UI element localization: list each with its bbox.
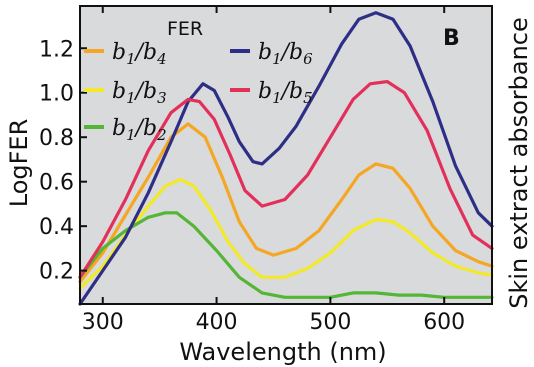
- legend-title: FER: [167, 18, 203, 40]
- y-axis: 0.2 0.4 0.6 0.8 1.0 1.2: [39, 37, 87, 285]
- x-tick-label: 400: [196, 310, 238, 335]
- series-line-b1-b6: [78, 11, 494, 306]
- panel-label: B: [443, 26, 460, 51]
- series-lines: [78, 11, 494, 306]
- series-line-b1-b3: [78, 177, 494, 290]
- y-tick-label: 0.8: [39, 126, 74, 151]
- plot-frame: [79, 5, 493, 305]
- legend-item-b1-b4: b1/b4: [84, 40, 167, 68]
- legend-item-b1-b3: b1/b3: [84, 79, 167, 107]
- legend-item-b1-b2: b1/b2: [84, 116, 167, 144]
- plot-area: [80, 6, 492, 304]
- y-tick-label: 0.4: [39, 215, 74, 240]
- y-tick-label: 0.2: [39, 260, 74, 285]
- legend-label: b1/b3: [112, 79, 167, 107]
- y-tick-label: 1.2: [39, 37, 74, 62]
- legend-label: b1/b6: [258, 40, 313, 68]
- x-tick-label: 300: [82, 310, 124, 335]
- x-tick-label: 500: [309, 310, 351, 335]
- series-line-b1-b5: [78, 80, 494, 279]
- x-axis: 300 400 500 600: [82, 6, 465, 335]
- legend-item-b1-b6: b1/b6: [230, 40, 313, 68]
- legend-label: b1/b5: [258, 79, 313, 107]
- legend: b1/b4 b1/b3 b1/b2 b1/b6 b1/b5: [84, 40, 313, 144]
- y-axis-title: LogFER: [5, 119, 33, 208]
- y-tick-label: 1.0: [39, 82, 74, 107]
- legend-label: b1/b4: [112, 40, 167, 68]
- right-axis-title: Skin extract absorbance: [505, 17, 533, 309]
- legend-item-b1-b5: b1/b5: [230, 79, 313, 107]
- series-line-b1-b4: [78, 122, 494, 284]
- legend-label: b1/b2: [112, 116, 167, 144]
- series-line-b1-b2: [78, 211, 494, 299]
- y-tick-label: 0.6: [39, 171, 74, 196]
- x-axis-title: Wavelength (nm): [179, 338, 386, 366]
- x-tick-label: 600: [423, 310, 465, 335]
